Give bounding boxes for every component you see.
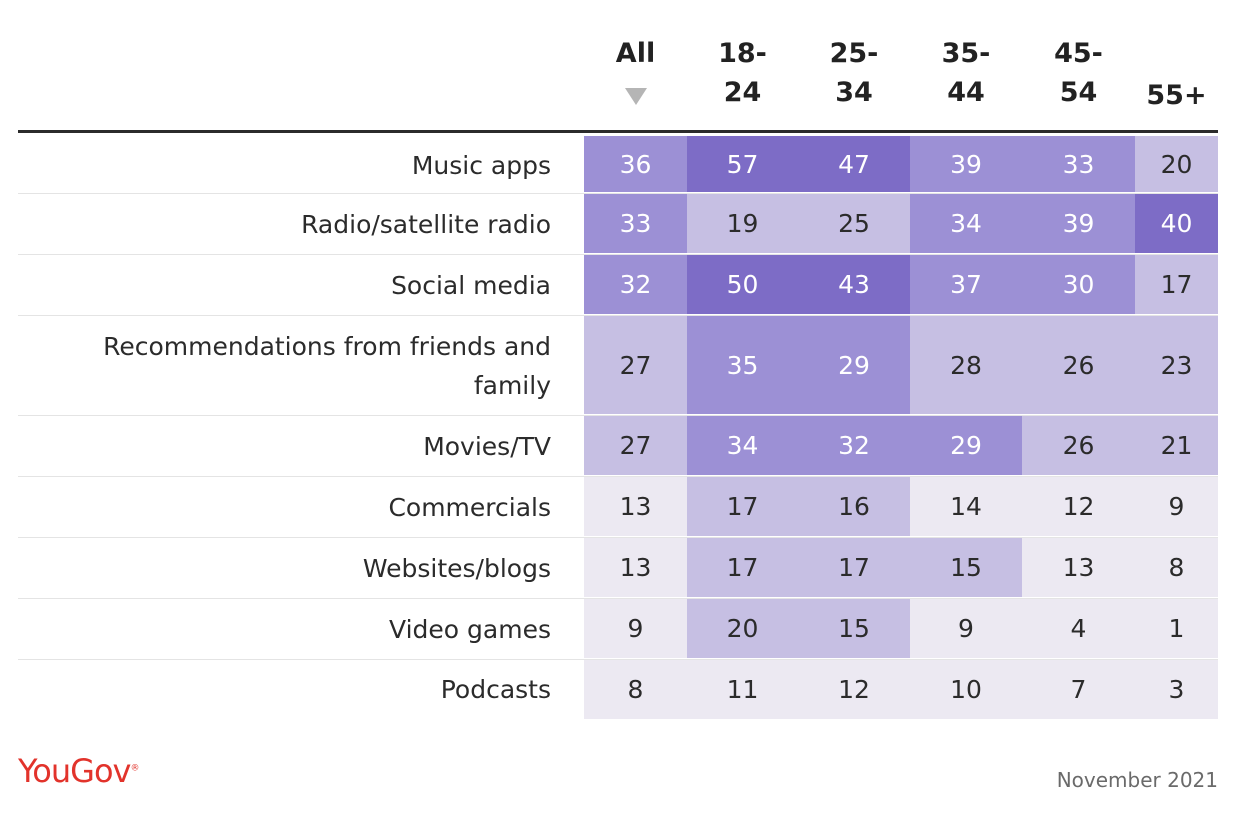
heatmap-cell: 9 — [1135, 477, 1218, 536]
heatmap-cell: 34 — [910, 194, 1022, 253]
column-header: 25- 34 — [829, 38, 879, 108]
heatmap-cell: 35 — [687, 316, 798, 414]
heatmap-cell: 20 — [687, 599, 798, 658]
heatmap-cell: 26 — [1022, 416, 1135, 475]
row-divider — [18, 537, 1218, 538]
row-divider — [18, 476, 1218, 477]
row-label: Commercials — [388, 493, 551, 522]
heatmap-cell: 11 — [687, 660, 798, 719]
heatmap-cell: 17 — [1135, 255, 1218, 314]
row-label: Websites/blogs — [362, 554, 551, 583]
header-rule — [18, 130, 1218, 133]
heatmap-cell: 33 — [1022, 136, 1135, 192]
row-divider — [18, 193, 1218, 194]
heatmap-cell: 36 — [584, 136, 687, 192]
heatmap-cell: 32 — [584, 255, 687, 314]
heatmap-cell: 47 — [798, 136, 910, 192]
heatmap-cell: 43 — [798, 255, 910, 314]
heatmap-cell: 1 — [1135, 599, 1218, 658]
column-header: 18- 24 — [718, 38, 767, 108]
heatmap-cell: 4 — [1022, 599, 1135, 658]
heatmap-cell: 13 — [1022, 538, 1135, 597]
heatmap-cell: 27 — [584, 316, 687, 414]
heatmap-cell: 57 — [687, 136, 798, 192]
heatmap-cell: 9 — [910, 599, 1022, 658]
heatmap-cell: 14 — [910, 477, 1022, 536]
heatmap-cell: 17 — [687, 538, 798, 597]
column-header: 35- 44 — [941, 38, 991, 108]
row-label: Video games — [389, 615, 551, 644]
heatmap-cell: 15 — [798, 599, 910, 658]
heatmap-cell: 28 — [910, 316, 1022, 414]
heatmap-cell: 10 — [910, 660, 1022, 719]
heatmap-cell: 21 — [1135, 416, 1218, 475]
heatmap-cell: 20 — [1135, 136, 1218, 192]
heatmap-cell: 12 — [1022, 477, 1135, 536]
heatmap-cell: 39 — [910, 136, 1022, 192]
row-label: Movies/TV — [423, 432, 551, 461]
date-label: November 2021 — [1056, 768, 1218, 792]
heatmap-cell: 30 — [1022, 255, 1135, 314]
row-divider — [18, 415, 1218, 416]
brand-wordmark: YouGov — [18, 752, 131, 790]
heatmap-cell: 29 — [798, 316, 910, 414]
heatmap-cell: 3 — [1135, 660, 1218, 719]
heatmap-cell: 40 — [1135, 194, 1218, 253]
row-divider — [18, 659, 1218, 660]
heatmap-cell: 32 — [798, 416, 910, 475]
heatmap-cell: 26 — [1022, 316, 1135, 414]
heatmap-cell: 17 — [798, 538, 910, 597]
column-header: 55+ — [1146, 80, 1207, 111]
heatmap-cell: 27 — [584, 416, 687, 475]
row-label: Social media — [391, 271, 551, 300]
column-header: 45- 54 — [1054, 38, 1103, 108]
heatmap-cell: 33 — [584, 194, 687, 253]
heatmap-cell: 39 — [1022, 194, 1135, 253]
heatmap-cell: 25 — [798, 194, 910, 253]
heatmap-cell: 29 — [910, 416, 1022, 475]
heatmap-cell: 13 — [584, 477, 687, 536]
row-divider — [18, 598, 1218, 599]
heatmap-cell: 16 — [798, 477, 910, 536]
heatmap-cell: 50 — [687, 255, 798, 314]
row-divider — [18, 315, 1218, 316]
yougov-logo: YouGov® — [18, 752, 140, 790]
heatmap-cell: 15 — [910, 538, 1022, 597]
heatmap-cell: 23 — [1135, 316, 1218, 414]
heatmap-cell: 19 — [687, 194, 798, 253]
row-label: Radio/satellite radio — [301, 210, 551, 239]
row-label: Podcasts — [440, 675, 551, 704]
heatmap-cell: 34 — [687, 416, 798, 475]
heatmap-cell: 7 — [1022, 660, 1135, 719]
heatmap-cell: 13 — [584, 538, 687, 597]
row-divider — [18, 254, 1218, 255]
heatmap-cell: 9 — [584, 599, 687, 658]
sort-arrow-icon — [624, 88, 647, 105]
heatmap-cell: 37 — [910, 255, 1022, 314]
row-label: Music apps — [411, 150, 551, 180]
row-label: Recommendations from friends and family — [103, 332, 551, 400]
heatmap-cell: 12 — [798, 660, 910, 719]
heatmap-cell: 8 — [1135, 538, 1218, 597]
column-header: All — [615, 38, 656, 69]
heatmap-cell: 8 — [584, 660, 687, 719]
heatmap-cell: 17 — [687, 477, 798, 536]
